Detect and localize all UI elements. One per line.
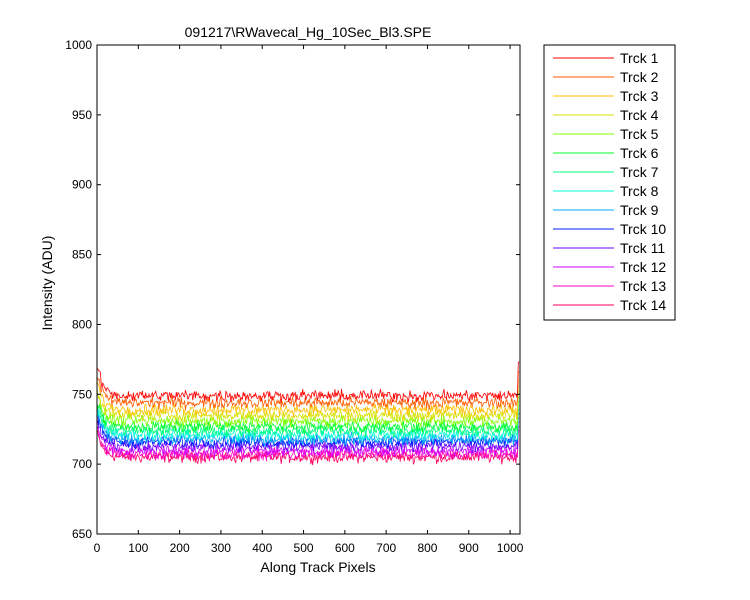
x-tick-label: 100 [128,541,148,555]
series-line-trck-4 [96,385,520,423]
y-tick-label: 750 [72,387,92,401]
y-tick-label: 950 [72,108,92,122]
series-line-trck-13 [96,426,520,462]
x-tick-label: 600 [335,541,355,555]
legend-label: Trck 9 [620,202,659,218]
legend-label: Trck 14 [620,297,666,313]
legend-label: Trck 7 [620,164,659,180]
x-tick-label: 400 [252,541,272,555]
legend-label: Trck 6 [620,145,659,161]
series-layer [96,361,520,466]
y-tick-label: 1000 [65,38,92,52]
y-axis: 650 700 750 800 850 900 950 1000 [65,38,520,541]
y-tick-label: 900 [72,178,92,192]
legend-label: Trck 10 [620,221,666,237]
x-tick-label: 500 [294,541,314,555]
x-tick-label: 0 [94,541,101,555]
x-tick-label: 1000 [497,541,524,555]
series-line-trck-10 [96,413,520,450]
plot-area [97,45,520,534]
series-line-trck-8 [96,405,520,442]
x-tick-label: 900 [459,541,479,555]
legend-box [543,44,676,321]
x-axis-label: Along Track Pixels [260,559,375,575]
legend: Trck 1 Trck 2 Trck 3 Trck 4 Trck 5 Trck 6 Trck… [543,44,676,321]
plot-frame [96,44,521,535]
series-line-trck-1 [97,361,520,403]
chart-title: 091217\RWavecal_Hg_10Sec_Bl3.SPE [185,24,432,40]
y-tick-label: 650 [72,527,92,541]
legend-label: Trck 2 [620,69,659,85]
y-axis-label: Intensity (ADU) [39,236,55,331]
series-line-trck-9 [96,409,520,447]
y-tick-label: 700 [72,457,92,471]
legend-label: Trck 8 [620,183,659,199]
series-line-trck-2 [96,371,520,411]
legend-label: Trck 12 [620,259,666,275]
x-tick-label: 700 [376,541,396,555]
series-line-trck-5 [96,391,520,429]
x-axis: 0 100 200 300 400 500 600 700 800 900 1000 [94,45,524,555]
series-line-trck-12 [96,421,520,458]
x-tick-label: 300 [211,541,231,555]
x-tick-label: 800 [417,541,437,555]
legend-label: Trck 11 [620,240,665,256]
series-line-trck-7 [96,400,520,439]
legend-label: Trck 1 [620,50,659,66]
legend-label: Trck 5 [620,126,659,142]
x-tick-label: 200 [170,541,190,555]
y-tick-label: 850 [72,248,92,262]
series-line-trck-6 [96,396,520,435]
series-line-trck-3 [96,379,520,419]
y-tick-label: 800 [72,317,92,331]
legend-label: Trck 3 [620,88,659,104]
series-line-trck-14 [96,429,520,466]
legend-label: Trck 13 [620,278,666,294]
legend-label: Trck 4 [620,107,659,123]
